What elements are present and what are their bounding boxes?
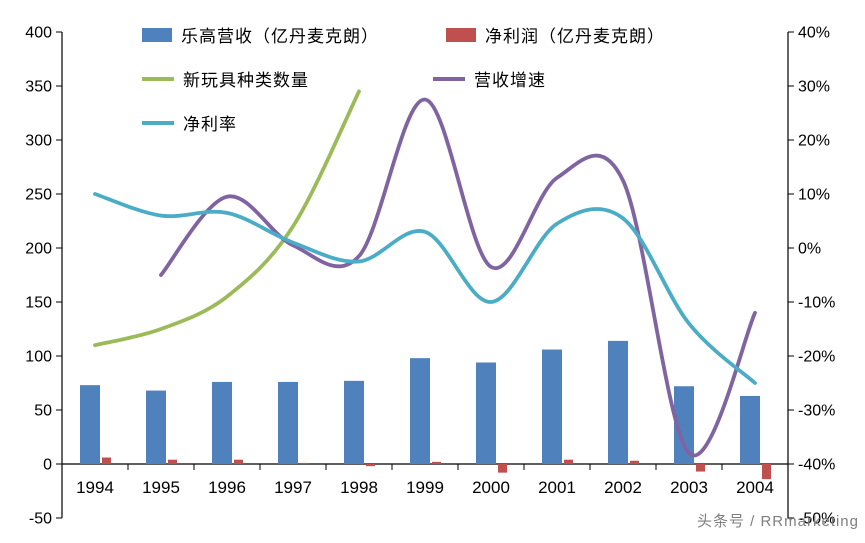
bar-net-profit [564, 459, 573, 464]
bar-net-profit [102, 457, 111, 464]
bar-lego-revenue [740, 395, 760, 464]
left-axis-tick-label: 50 [34, 403, 52, 420]
right-axis-tick-label: -50% [798, 511, 835, 528]
bar-net-profit [234, 459, 243, 464]
right-axis-tick-label: 10% [798, 187, 830, 204]
bar-net-profit [168, 459, 177, 464]
left-axis-tick-label: 200 [25, 241, 52, 258]
bar-net-profit [696, 464, 705, 472]
right-axis-tick-label: 20% [798, 133, 830, 150]
category-label: 1995 [142, 478, 180, 497]
left-axis-tick-label: 300 [25, 133, 52, 150]
line-net-margin [93, 192, 757, 385]
bar-net-profit [498, 464, 507, 473]
right-axis-tick-label: 40% [798, 25, 830, 42]
right-axis-tick-label: 0% [798, 241, 821, 258]
left-axis-tick-label: 150 [25, 295, 52, 312]
bar-net-profit [432, 461, 441, 464]
right-axis-tick-label: -30% [798, 403, 835, 420]
right-axis-tick-label: -40% [798, 457, 835, 474]
bar-lego-revenue [674, 386, 694, 464]
bar-lego-revenue [344, 380, 364, 464]
left-axis-tick-label: 350 [25, 79, 52, 96]
category-label: 2002 [604, 478, 642, 497]
bar-lego-revenue [146, 390, 166, 464]
category-label: 1996 [208, 478, 246, 497]
bar-lego-revenue [212, 381, 232, 464]
bar-net-profit [762, 464, 771, 480]
category-label: 1998 [340, 478, 378, 497]
category-label: 1997 [274, 478, 312, 497]
bar-lego-revenue [608, 340, 628, 464]
category-label: 2003 [670, 478, 708, 497]
line-new-toy-types [93, 89, 361, 348]
bar-lego-revenue [80, 385, 100, 464]
right-axis-tick-label: 30% [798, 79, 830, 96]
bar-net-profit [366, 464, 375, 467]
category-label: 2004 [736, 478, 774, 497]
bar-lego-revenue [542, 349, 562, 464]
bar-net-profit [630, 460, 639, 464]
category-label: 2000 [472, 478, 510, 497]
left-axis-tick-label: 250 [25, 187, 52, 204]
category-label: 2001 [538, 478, 576, 497]
left-axis-tick-label: -50 [29, 511, 52, 528]
right-axis-tick-label: -20% [798, 349, 835, 366]
category-label: 1994 [76, 478, 114, 497]
left-axis-tick-label: 100 [25, 349, 52, 366]
bar-lego-revenue [278, 381, 298, 464]
bar-net-profit [300, 462, 309, 464]
watermark: 头条号 / RRmarketing [696, 513, 859, 530]
category-label: 1999 [406, 478, 444, 497]
left-axis-tick-label: 400 [25, 25, 52, 42]
left-axis-tick-label: 0 [43, 457, 52, 474]
bar-lego-revenue [410, 358, 430, 464]
right-axis-tick-label: -10% [798, 295, 835, 312]
bar-lego-revenue [476, 362, 496, 464]
